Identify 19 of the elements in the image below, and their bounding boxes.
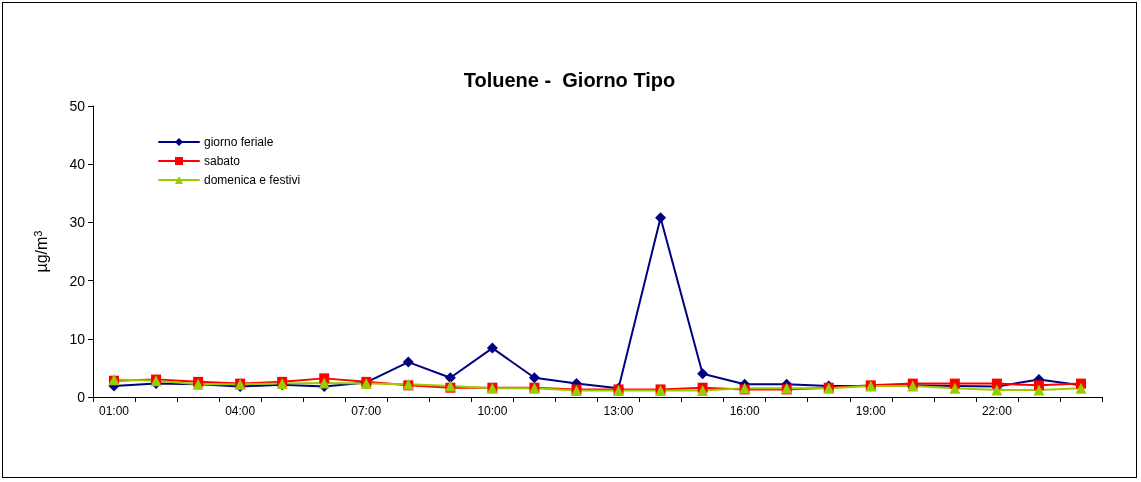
x-tick-label: 04:00 [225, 404, 256, 418]
x-tick-label: 16:00 [729, 404, 760, 418]
x-tick-label: 22:00 [981, 404, 1013, 418]
y-tick-label: 10 [69, 330, 86, 347]
legend-label: domenica e festivi [204, 173, 301, 187]
x-tick-label: 01:00 [99, 404, 130, 418]
x-tick-label: 13:00 [603, 404, 634, 418]
y-tick-label: 40 [69, 156, 86, 173]
y-tick-label: 0 [77, 389, 86, 405]
chart-title: Toluene - Giorno Tipo [463, 69, 676, 91]
y-axis-title: µg/m3 [31, 230, 50, 273]
y-tick-label: 50 [69, 98, 86, 114]
y-tick-label: 20 [69, 272, 86, 289]
x-tick-label: 19:00 [855, 404, 887, 418]
legend-label: sabato [204, 154, 241, 168]
legend-label: giorno feriale [204, 135, 274, 149]
x-tick-label: 07:00 [351, 404, 382, 418]
y-tick-label: 30 [69, 214, 86, 231]
x-tick-label: 10:00 [477, 404, 508, 418]
